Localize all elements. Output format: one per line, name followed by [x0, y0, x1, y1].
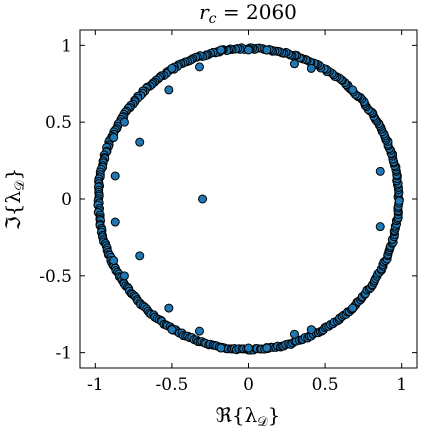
x-axis-label: ℜ{λ𝒟} [216, 403, 281, 430]
data-point [244, 45, 253, 55]
data-point [348, 85, 358, 95]
x-tick-label: 1 [396, 375, 407, 395]
data-point [119, 271, 129, 281]
data-point [306, 63, 316, 73]
y-tick-label: 0 [61, 190, 72, 210]
plot-frame [79, 29, 418, 369]
y-tick-label: -0.5 [39, 267, 72, 287]
data-point [164, 303, 174, 313]
data-point [216, 343, 226, 353]
data-point [348, 303, 358, 313]
chart-title: rc = 2060 [199, 0, 297, 27]
data-points [93, 43, 404, 355]
data-point [167, 63, 177, 73]
y-tick-label: 1 [61, 36, 72, 56]
data-point [289, 329, 299, 339]
data-point [110, 217, 120, 227]
data-point [109, 133, 119, 143]
data-point [216, 45, 226, 55]
data-point [135, 251, 145, 261]
x-axis: -1 -0.5 0 0.5 1 [87, 30, 407, 395]
data-point [135, 137, 145, 147]
y-axis-label: ℑ{λ𝒟} [1, 168, 28, 230]
y-axis: -1 -0.5 0 0.5 1 [39, 36, 417, 364]
x-tick-label: -0.5 [156, 375, 189, 395]
data-point [306, 325, 316, 335]
data-point [262, 45, 272, 55]
ring-point [394, 196, 404, 206]
data-point [289, 59, 299, 69]
data-point [375, 222, 385, 232]
data-point [194, 62, 204, 72]
data-point [164, 85, 174, 95]
data-point [109, 255, 119, 265]
data-point [119, 117, 129, 127]
data-point [110, 171, 120, 181]
y-tick-label: 0.5 [45, 113, 72, 133]
data-point [375, 166, 385, 176]
data-point [167, 325, 177, 335]
y-tick-label: -1 [55, 344, 72, 364]
x-tick-label: -1 [87, 375, 104, 395]
data-point [198, 194, 208, 204]
data-point [194, 326, 204, 336]
x-tick-label: 0 [243, 375, 254, 395]
data-point [262, 343, 272, 353]
x-tick-label: 0.5 [312, 375, 339, 395]
data-point [244, 343, 253, 353]
